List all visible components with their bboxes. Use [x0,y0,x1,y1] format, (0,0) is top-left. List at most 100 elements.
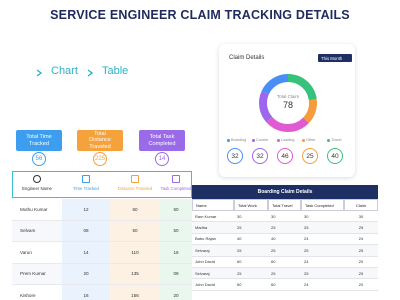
table-cell: 110 [110,242,160,264]
table-cell: 25 [234,268,268,280]
donut-segment [266,116,309,132]
table-cell: Kishore [12,285,62,300]
table-cell: 135 [110,263,160,285]
table-cell: 25 [234,245,268,257]
table-cell: 25 [301,268,344,280]
card-title: Claim Details [229,55,265,61]
column-header: Task Completed [160,186,192,191]
legend-dot [327,138,330,142]
table-cell: John David [192,256,234,268]
boarding-table: Boarding Claim Details Name Total Work Tota… [192,185,378,300]
table-cell: John David [192,279,234,291]
header-icon [82,175,90,183]
legend-dot [252,138,255,142]
table-cell: 60 [234,256,268,268]
header-icon [33,175,41,183]
table-cell: 25 [344,222,378,234]
column-header: Distance Traveled [117,186,153,191]
nav-chart[interactable]: Chart [51,65,78,77]
table-cell: 25 [301,222,344,234]
table-cell: 30 [301,211,344,223]
table-cell: 14 [62,242,110,264]
table-cell: 40 [268,233,301,246]
table-cell: 08 [62,220,110,242]
claim-card: Claim Details This Month Total Claim 78 Boar… [219,44,355,177]
column-header: Task Completed [301,199,344,211]
period-dropdown[interactable]: This Month [318,54,352,62]
legend-label: Travel [331,137,342,142]
page-title: SERVICE ENGINEER CLAIM TRACKING DETAILS [50,8,350,22]
table-title: Boarding Claim Details [192,185,378,199]
column-header: Time Tracked [73,186,99,191]
table-cell: 60 [234,279,268,291]
donut-segment [259,91,273,123]
table-cell: Prem Kumar [12,263,62,285]
legend-label: Other [306,137,316,142]
header-icon [172,175,180,183]
table-cell: 50 [160,220,192,242]
legend-dot [277,138,280,142]
table-cell: 20 [160,285,192,300]
summary-value: 14 [155,152,169,166]
table-cell: 30 [344,211,378,223]
legend-label: Loading [281,137,295,142]
legend-value: 46 [277,148,293,164]
table-cell: 24 [301,279,344,291]
table-cell: 09 [160,263,192,285]
legend-dot [302,138,305,142]
legend-value: 40 [327,148,343,164]
table-cell: 60 [160,199,192,221]
table-cell: 20 [344,256,378,268]
table-cell: 60 [110,199,160,221]
table-cell: 30 [268,211,301,223]
table-cell: 25 [344,268,378,280]
table-cell: Madha [192,222,234,234]
table-cell: 30 [234,211,268,223]
column-header: Engineer Name [22,186,52,191]
summary-card: Total Time Tracked [16,130,62,151]
table-cell: 12 [62,199,110,221]
donut-segment [302,99,317,124]
nav-arrows [36,69,94,77]
table-cell: Muthu Kumar [12,199,62,221]
table-cell: Selvam [12,220,62,242]
engineer-table: Engineer Name Time Tracked Distance Travel… [12,171,192,300]
summary-value: 225 [93,152,107,166]
table-cell: 25 [268,245,301,257]
table-cell: 40 [234,233,268,246]
table-cell: Babu Rajan [192,233,234,246]
arrow-icon [87,69,94,77]
summary-value: 56 [32,152,46,166]
legend-dot [227,138,230,142]
table-cell: Selvaraj [192,268,234,280]
legend-label: Boarding [231,137,247,142]
table-cell: 25 [268,222,301,234]
nav-table[interactable]: Table [102,65,129,77]
column-header: Claim [344,199,378,211]
table-cell: Varun [12,242,62,264]
legend-value: 25 [302,148,318,164]
table-cell: 24 [301,256,344,268]
table-cell: 60 [268,256,301,268]
table-cell: 16 [160,242,192,264]
table-cell: 24 [301,233,344,246]
donut-segment [261,74,289,95]
table-cell: 25 [234,222,268,234]
donut-segment [287,74,317,101]
total-label: Total Claim [276,94,300,99]
column-header: Total Travel [268,199,301,211]
table-cell: 24 [344,233,378,246]
arrow-icon [36,69,43,77]
donut-chart [259,74,317,132]
summary-card: Total Distance Traveled [77,130,123,151]
table-cell: 25 [301,245,344,257]
table-cell: 25 [344,245,378,257]
table-cell: 60 [268,279,301,291]
header-icon [131,175,139,183]
table-cell: 20 [62,263,110,285]
legend-value: 32 [227,148,243,164]
summary-card: Total Task Completed [139,130,185,151]
column-header: Name [192,199,234,211]
legend-value: 32 [252,148,268,164]
